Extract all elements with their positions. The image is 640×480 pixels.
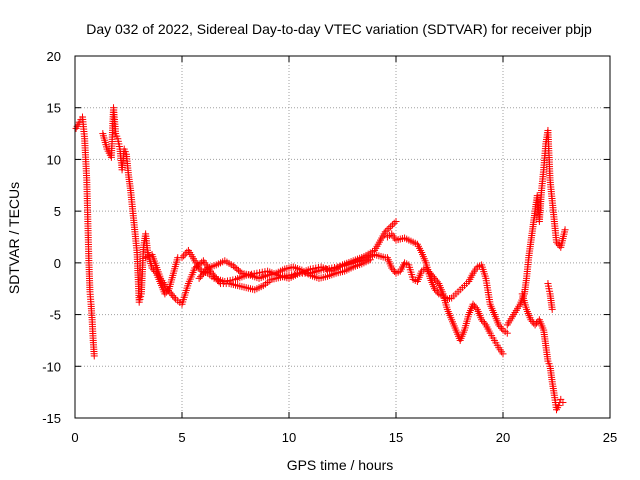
data-point [90, 352, 98, 360]
y-tick-label: 0 [54, 256, 61, 271]
y-tick-label: 5 [54, 204, 61, 219]
data-point-dense [196, 260, 204, 268]
data-point [366, 256, 374, 264]
x-tick-label: 15 [389, 430, 403, 445]
data-point [208, 269, 216, 277]
data-point [495, 321, 503, 329]
data-point-dense [212, 274, 220, 282]
data-point-dense [388, 221, 396, 229]
data-point-dense [234, 266, 242, 274]
grid [75, 56, 610, 418]
data-point-dense [533, 319, 541, 327]
data-point-dense [231, 263, 239, 271]
data-point-dense [164, 286, 172, 294]
x-tick-label: 20 [496, 430, 510, 445]
data-point-dense [166, 288, 174, 296]
data-point-dense [432, 276, 440, 284]
data-point [431, 285, 439, 293]
data-point-dense [429, 273, 437, 281]
data-point [527, 316, 535, 324]
y-tick-label: 10 [47, 152, 61, 167]
data-point [426, 269, 434, 277]
y-tick-label: -15 [42, 411, 61, 426]
chart-title: Day 032 of 2022, Sidereal Day-to-day VTE… [86, 21, 592, 37]
data-point-dense [236, 268, 244, 276]
data-point-dense [433, 278, 441, 286]
data-point-dense [470, 302, 478, 310]
data-point-dense [194, 261, 202, 269]
data-point-dense [480, 319, 488, 327]
data-point-dense [202, 266, 210, 274]
data-point [553, 238, 560, 246]
data-point-dense [423, 266, 431, 274]
data-point [229, 262, 237, 270]
data-point [503, 329, 511, 337]
data-point-dense [215, 278, 223, 286]
data-point [548, 305, 556, 313]
data-point [161, 290, 169, 298]
data-point-dense [201, 267, 209, 275]
data-point-dense [198, 258, 206, 266]
data-point-dense [193, 263, 201, 271]
x-tick-label: 5 [178, 430, 185, 445]
data-point-dense [387, 223, 395, 231]
data-point [561, 226, 569, 234]
data-point-dense [383, 226, 391, 234]
data-point-dense [496, 323, 504, 331]
data-point-dense [472, 304, 480, 312]
plot-frame [74, 55, 611, 419]
data-point [531, 321, 539, 329]
data-point [555, 402, 563, 410]
data-point [191, 264, 199, 272]
y-tick-label: 20 [47, 49, 61, 64]
data-point-dense [209, 271, 217, 279]
data-point-dense [197, 273, 205, 281]
data-point [431, 274, 439, 282]
data-point-dense [479, 317, 487, 325]
data-point [163, 285, 171, 293]
data-point-dense [199, 269, 207, 277]
data-point-dense [214, 276, 222, 284]
data-point-dense [425, 267, 433, 275]
data-point-dense [211, 273, 219, 281]
x-tick-label: 10 [282, 430, 296, 445]
y-tick-label: 15 [47, 101, 61, 116]
data-point-dense [198, 271, 206, 279]
y-tick-label: -5 [49, 308, 61, 323]
data-point-dense [170, 293, 178, 301]
data-point-dense [554, 240, 562, 248]
data-point [195, 274, 203, 282]
data-point-dense [181, 250, 189, 258]
data-point [499, 350, 507, 358]
data-point-dense [389, 266, 397, 274]
y-tick-label: -10 [42, 359, 61, 374]
data-point-dense [233, 265, 241, 273]
data-point [381, 228, 389, 236]
data-point-dense [169, 292, 177, 300]
data-point-dense [432, 286, 440, 294]
x-tick-label: 25 [603, 430, 617, 445]
data-point [469, 300, 477, 308]
data-point-dense [385, 224, 393, 232]
data-point [388, 264, 396, 272]
axis-ticks: 0 5 10 15 20 25 -15 -10 -5 0 5 10 15 20 [42, 49, 617, 445]
y-axis-label: SDTVAR / TECUs [6, 182, 22, 294]
data-point-dense [498, 324, 506, 332]
data-point-dense [167, 290, 175, 298]
x-tick-label: 0 [71, 430, 78, 445]
data-point-dense [428, 271, 436, 279]
data-point [559, 398, 567, 406]
data-point [422, 264, 430, 272]
data-point [478, 316, 486, 324]
data-point [178, 254, 186, 262]
data-markers [72, 104, 569, 414]
x-axis-label: GPS time / hours [287, 457, 394, 473]
data-point [392, 217, 400, 225]
data-point-dense [180, 252, 188, 260]
data-point-dense [390, 219, 398, 227]
